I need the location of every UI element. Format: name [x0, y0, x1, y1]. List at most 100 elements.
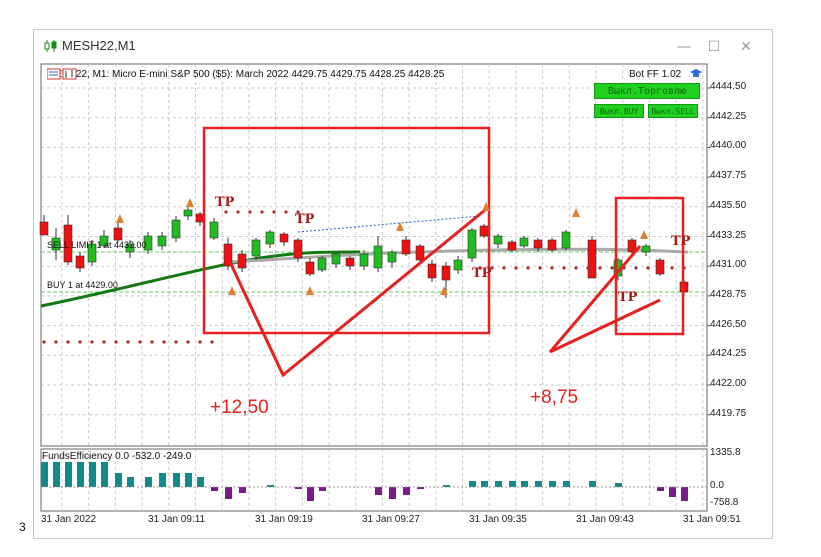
- level-dot: [526, 266, 530, 270]
- bull-candle: [331, 253, 341, 265]
- tp-dot: [260, 210, 264, 214]
- histogram-bar: [495, 481, 502, 487]
- bull-candle: [317, 257, 327, 271]
- level-dot: [610, 266, 614, 270]
- histogram-bar: [481, 481, 488, 487]
- title-bar: MESH22,M1 — ☐ ✕: [34, 30, 772, 64]
- profit-annotation-right: +8,75: [530, 387, 579, 408]
- level-dot: [646, 266, 650, 270]
- histogram-bar: [681, 487, 688, 501]
- minimize-button[interactable]: —: [677, 39, 691, 55]
- level-dot: [562, 266, 566, 270]
- disable-trading-button[interactable]: Выкл.Торговлю: [594, 83, 700, 99]
- histogram-bar: [159, 473, 166, 487]
- histogram-bar: [173, 473, 180, 487]
- bear-candle: [223, 243, 233, 267]
- price-tick-label: 4437.75: [710, 170, 747, 182]
- histogram-bar: [589, 481, 596, 487]
- bull-candle: [125, 243, 135, 253]
- level-dot: [90, 340, 94, 344]
- level-dot: [658, 266, 662, 270]
- level-dot: [490, 266, 494, 270]
- bull-candle: [359, 253, 369, 267]
- bull-candle: [251, 239, 261, 257]
- bull-candle: [387, 251, 397, 263]
- trade-box-left: [202, 126, 491, 335]
- tp-label: TP: [671, 234, 691, 249]
- histogram-bar: [53, 462, 60, 487]
- bull-candle: [143, 235, 153, 251]
- bear-candle: [587, 239, 597, 279]
- time-tick-label: 31 Jan 09:27: [362, 514, 420, 525]
- histogram-bar: [267, 485, 274, 487]
- time-tick-label: 31 Jan 09:11: [148, 514, 206, 525]
- time-tick-label: 31 Jan 2022: [41, 514, 97, 525]
- histogram-bar: [417, 487, 424, 489]
- histogram-bar: [403, 487, 410, 495]
- window-title: MESH22,M1: [62, 38, 136, 53]
- histogram-bar: [563, 481, 570, 487]
- level-dot: [550, 266, 554, 270]
- bear-candle: [305, 261, 315, 275]
- bull-candle: [373, 245, 383, 269]
- level-dot: [78, 340, 82, 344]
- signal-arrow: [572, 208, 580, 217]
- level-dot: [66, 340, 70, 344]
- level-dot: [670, 266, 674, 270]
- bull-candle: [561, 231, 571, 249]
- annotation-arrow-left: [228, 208, 486, 378]
- level-dot: [198, 340, 202, 344]
- histogram-bar: [375, 487, 382, 495]
- bull-candle: [641, 245, 651, 253]
- signal-arrow: [640, 230, 648, 239]
- bear-candle: [479, 225, 489, 237]
- bear-candle: [627, 239, 637, 253]
- price-tick-label: 4422.00: [710, 378, 747, 389]
- histogram-bar: [295, 487, 302, 489]
- histogram-bar: [115, 473, 122, 487]
- close-button[interactable]: ✕: [740, 39, 752, 55]
- level-dot: [54, 340, 58, 344]
- level-dot: [514, 266, 518, 270]
- bear-candle: [293, 239, 303, 259]
- histogram-bar: [77, 462, 84, 487]
- histogram-bar: [197, 477, 204, 487]
- histogram-bar: [41, 462, 48, 487]
- toolbar-icons: [47, 68, 77, 80]
- disable-buy-button[interactable]: Выкл.BUY: [594, 104, 644, 118]
- tp-dot: [224, 210, 228, 214]
- annotation-arrow-right: [548, 245, 661, 354]
- tp-label: TP: [618, 290, 638, 305]
- histogram-bar: [239, 487, 246, 493]
- bear-candle: [547, 239, 557, 251]
- level-dot: [634, 266, 638, 270]
- level-dot: [538, 266, 542, 270]
- time-tick-label: 31 Jan 09:43: [576, 514, 634, 525]
- indicator-tick-label: -758.8: [710, 497, 739, 508]
- bot-label: Bot FF 1.02: [629, 69, 682, 80]
- bull-candle: [157, 235, 167, 247]
- symbol-info: MESH22, M1: Micro E-mini S&P 500 ($5): M…: [47, 69, 445, 80]
- tp-label: TP: [295, 212, 315, 227]
- histogram-bar: [509, 481, 516, 487]
- bull-candle: [87, 243, 97, 263]
- main-chart-frame: [40, 63, 708, 447]
- buy-order-label: BUY 1 at 4429.00: [47, 280, 118, 290]
- bull-candle: [519, 237, 529, 247]
- level-dot: [42, 340, 46, 344]
- bear-candle: [401, 239, 411, 255]
- tp-dot: [236, 210, 240, 214]
- level-dot: [502, 266, 506, 270]
- histogram-bar: [669, 487, 676, 497]
- signal-arrow: [396, 222, 404, 231]
- histogram-bar: [469, 481, 476, 487]
- sell-limit-label: SELL LIMIT 1 at 4432.00: [47, 240, 147, 250]
- bear-candle: [75, 255, 85, 269]
- bear-candle: [39, 221, 49, 236]
- maximize-button[interactable]: ☐: [707, 39, 721, 55]
- price-tick-label: 4431.00: [710, 259, 747, 271]
- disable-sell-button[interactable]: Выкл.SELL: [648, 104, 698, 118]
- signal-arrow: [482, 202, 490, 211]
- signal-arrow: [228, 286, 236, 295]
